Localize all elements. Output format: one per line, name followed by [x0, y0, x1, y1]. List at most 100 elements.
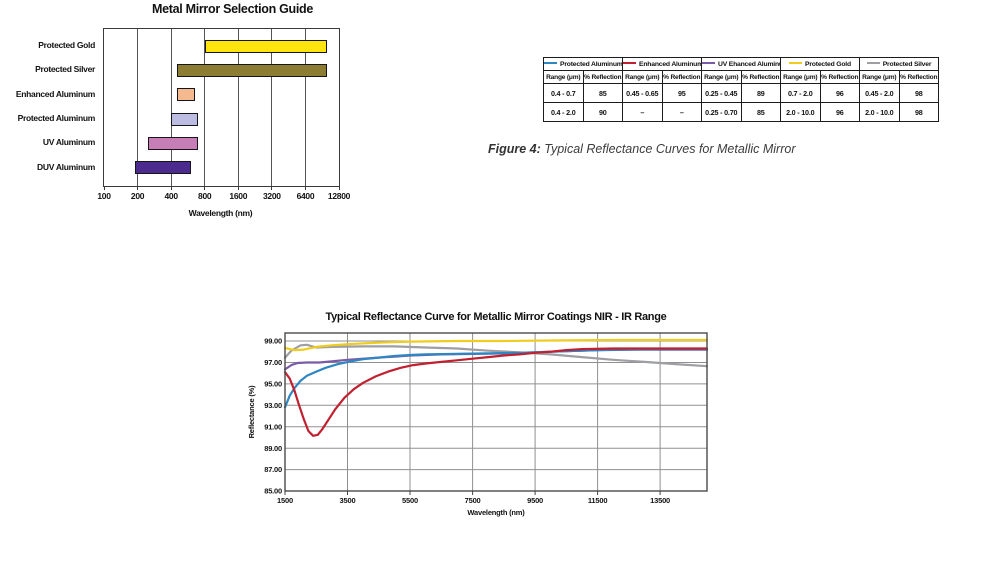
x-tick-label: 200 — [130, 191, 145, 201]
table-cell: 85 — [582, 83, 623, 103]
y-tick-label: 87.00 — [264, 465, 282, 474]
table-cell: 98 — [898, 102, 939, 122]
selection-guide-title: Metal Mirror Selection Guide — [151, 2, 314, 16]
table-cell: 0.25 - 0.45 — [701, 83, 742, 103]
table-row: 0.4 - 0.7 85 0.45 - 0.65 95 0.25 - 0.45 89 0.7… — [543, 83, 939, 103]
selection-guide-plot-area — [103, 28, 340, 187]
category-label: UV Aluminum — [42, 137, 95, 148]
tick-mark — [237, 186, 239, 190]
tick-mark — [271, 186, 273, 190]
table-cell: 85 — [740, 102, 781, 122]
table-cell: 0.45 - 2.0 — [859, 83, 900, 103]
x-tick-label: 3200 — [262, 191, 281, 201]
series-line-protected-silver — [283, 343, 709, 368]
table-row: 0.4 - 2.0 90– –0.25 - 0.70 85 2.0 - 10.0 96 2.… — [543, 102, 939, 122]
coating-legend-cell: Protected Gold — [780, 57, 860, 71]
coating-legend-cell: Protected Aluminum — [543, 57, 623, 71]
category-label: Enhanced Aluminum — [15, 88, 95, 99]
range-bar — [171, 112, 199, 126]
grid-line — [237, 29, 239, 186]
column-header: % Reflection — [819, 70, 860, 84]
range-bar — [176, 88, 195, 102]
table-cell: 2.0 - 10.0 — [780, 102, 821, 122]
category-label: DUV Aluminum — [37, 161, 95, 172]
x-tick-label: 800 — [198, 191, 212, 201]
column-header: % Reflection — [582, 70, 623, 84]
coating-name: Protected Silver — [882, 60, 932, 68]
legend-line-swatch — [623, 61, 636, 64]
x-tick-label: 1600 — [229, 191, 248, 201]
selection-guide-category-labels: Protected Gold Protected Silver Enhanced A… — [0, 28, 99, 185]
x-tick-label: 13500 — [650, 496, 670, 505]
coating-legend-cell: UV Ehanced Aluminum — [701, 57, 781, 71]
y-tick-label: 91.00 — [264, 422, 282, 431]
tick-mark — [170, 186, 172, 190]
figure-caption-prefix: Figure 4: — [488, 141, 541, 156]
coating-name: Protected Gold — [805, 60, 851, 68]
coating-legend-cell: Protected Silver — [859, 57, 939, 71]
range-bar — [204, 39, 327, 53]
y-tick-label: 85.00 — [264, 487, 282, 496]
grid-line — [304, 29, 306, 186]
legend-line-swatch — [866, 61, 880, 64]
table-cell: 0.7 - 2.0 — [780, 83, 821, 103]
selection-guide-x-tick-labels: 100 200 400 800 1600 3200 6400 12800 — [97, 191, 350, 201]
range-bar — [135, 161, 191, 175]
figure-caption-text: Typical Reflectance Curves for Metallic … — [540, 141, 796, 156]
y-tick-label: 97.00 — [264, 358, 282, 367]
y-tick-label: 93.00 — [264, 401, 282, 410]
x-tick-label: 6400 — [296, 191, 315, 201]
tick-mark — [137, 186, 139, 190]
nir-ir-chart-canvas: 1500 3500 5500 7500 9500 11500 13500 85.00 87.00… — [247, 332, 709, 517]
legend-line-swatch — [544, 61, 557, 64]
reflectance-table: Protected Aluminum Enhanced Aluminum UV Eh… — [543, 57, 939, 122]
table-cell: 2.0 - 10.0 — [859, 102, 900, 122]
figure-caption: Figure 4: Typical Reflectance Curves for… — [488, 142, 796, 156]
x-tick-label: 7500 — [465, 496, 481, 505]
coating-legend-cell: Enhanced Aluminum — [622, 57, 702, 71]
tick-mark — [304, 186, 306, 190]
y-axis-title: Reflectance (%) — [247, 385, 256, 439]
x-tick-label: 9500 — [527, 496, 543, 505]
category-label: Protected Gold — [38, 40, 95, 50]
category-label: Protected Aluminum — [17, 113, 96, 124]
table-cell: 0.4 - 2.0 — [543, 102, 584, 122]
grid-line — [170, 29, 172, 186]
column-header: Range (μm) — [701, 70, 742, 84]
column-header: % Reflection — [661, 70, 702, 84]
x-tick-label: 400 — [164, 191, 178, 201]
tick-mark — [103, 186, 105, 190]
table-cell: 89 — [740, 83, 781, 103]
column-header: Range (μm) — [780, 70, 821, 84]
column-header: % Reflection — [898, 70, 939, 84]
x-tick-label: 100 — [97, 191, 111, 201]
tick-mark — [338, 186, 340, 190]
table-cell: 0.25 - 0.70 — [701, 102, 742, 122]
legend-line-swatch — [789, 61, 803, 64]
tick-mark — [204, 186, 206, 190]
nir-ir-chart-title: Typical Reflectance Curve for Metallic M… — [325, 311, 667, 323]
coating-name: Enhanced Aluminum — [639, 60, 702, 68]
x-axis-title: Wavelength (nm) — [467, 508, 525, 517]
column-header: Range (μm) — [543, 70, 584, 84]
series-line-enhanced-aluminum — [283, 347, 709, 437]
x-tick-label: 11500 — [588, 496, 607, 505]
grid-line — [204, 29, 206, 186]
selection-guide-x-ticks — [103, 186, 340, 190]
series-line-protected-aluminum — [283, 347, 709, 409]
coating-name: UV Ehanced Aluminum — [718, 60, 780, 68]
range-bar — [176, 63, 327, 77]
category-label: Protected Silver — [35, 64, 95, 75]
range-bar — [148, 136, 199, 150]
table-cell: 0.4 - 0.7 — [543, 83, 584, 103]
x-tick-label: 12800 — [327, 191, 351, 201]
table-cell: 96 — [819, 102, 860, 122]
plot-border — [284, 332, 708, 492]
legend-line-swatch — [702, 61, 715, 64]
table-cell: – — [622, 102, 663, 122]
table-cell: 95 — [661, 83, 702, 103]
table-cell: 0.45 - 0.65 — [622, 83, 663, 103]
grid-line — [271, 29, 273, 186]
table-cell: – — [661, 102, 702, 122]
